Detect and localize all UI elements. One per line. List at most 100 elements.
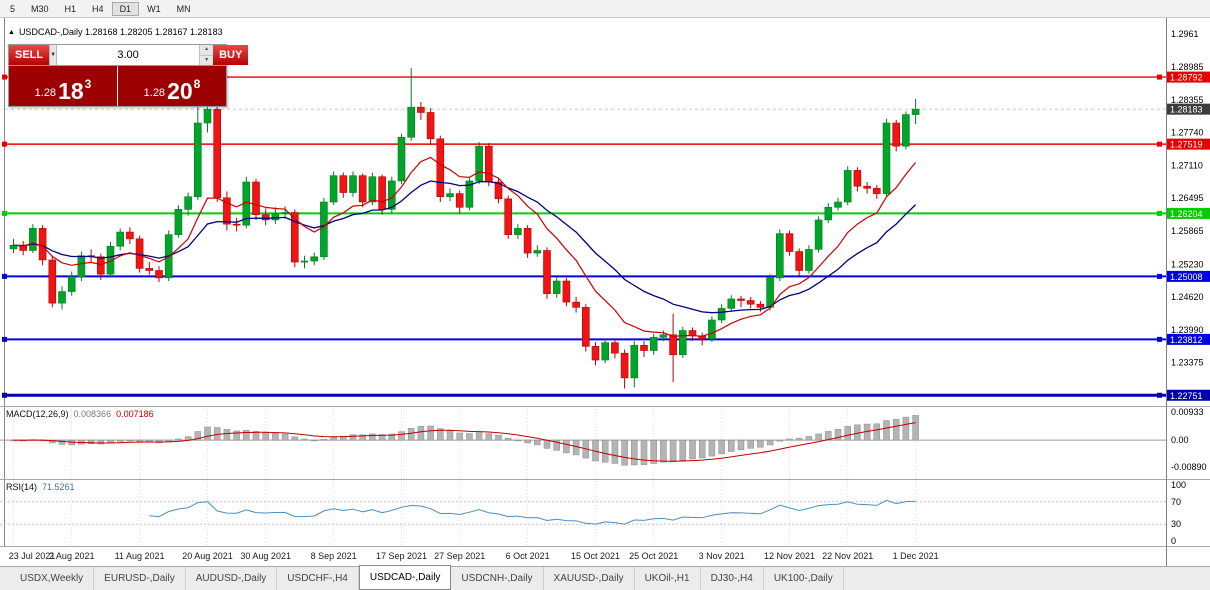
candle bbox=[184, 196, 192, 210]
candle bbox=[38, 228, 47, 261]
candle bbox=[882, 122, 891, 194]
volume-input[interactable] bbox=[57, 45, 200, 65]
candle bbox=[775, 233, 784, 279]
macd-bar bbox=[650, 439, 657, 464]
macd-bar bbox=[223, 429, 231, 441]
line-right-marker bbox=[1157, 273, 1162, 279]
macd-bar bbox=[553, 439, 560, 451]
macd-bar bbox=[805, 436, 813, 441]
candle bbox=[640, 344, 648, 351]
candle bbox=[29, 228, 37, 251]
volume-increase-button[interactable]: ▲ bbox=[200, 45, 214, 55]
macd-bar bbox=[737, 439, 745, 450]
tab-dj30-h4[interactable]: DJ30-,H4 bbox=[701, 567, 764, 590]
line-left-marker bbox=[2, 392, 7, 398]
price-tag bbox=[1167, 103, 1210, 115]
candle bbox=[834, 201, 842, 208]
buy-price-display[interactable]: 1.28 20 8 bbox=[118, 66, 226, 106]
volume-decrease-button[interactable]: ▼ bbox=[200, 54, 214, 65]
macd-bar bbox=[514, 439, 522, 442]
candle bbox=[795, 251, 804, 271]
buy-button[interactable]: BUY bbox=[213, 45, 249, 65]
price-axis-label: 1.23990 bbox=[1171, 325, 1204, 335]
macd-bar bbox=[136, 439, 143, 442]
tab-usdcnh-daily[interactable]: USDCNH-,Daily bbox=[451, 567, 544, 590]
price-tag-label: 1.23812 bbox=[1170, 335, 1203, 345]
period-button-d1[interactable]: D1 bbox=[111, 1, 140, 16]
rsi-axis-label: 100 bbox=[1171, 480, 1186, 490]
candle bbox=[717, 308, 726, 321]
tab-usdcad-daily[interactable]: USDCAD-,Daily bbox=[358, 565, 452, 590]
macd-bar bbox=[844, 426, 851, 441]
candle bbox=[223, 197, 231, 225]
tab-usdchf-h4[interactable]: USDCHF-,H4 bbox=[277, 567, 359, 590]
candle bbox=[329, 175, 338, 203]
chart-canvas[interactable]: 1.2961 1.28985 1.28355 1.27740 1.27110 1.2649… bbox=[0, 18, 1210, 566]
candle bbox=[514, 228, 522, 235]
macd-bar bbox=[795, 437, 803, 441]
period-button-w1[interactable]: W1 bbox=[139, 2, 169, 16]
macd-bar bbox=[388, 433, 396, 441]
candle bbox=[872, 188, 881, 194]
line-right-marker bbox=[1157, 336, 1162, 342]
candle bbox=[271, 213, 280, 221]
period-button-5[interactable]: 5 bbox=[2, 2, 23, 16]
macd-bar bbox=[572, 439, 580, 456]
sell-button[interactable]: SELL bbox=[9, 45, 50, 65]
candle bbox=[620, 352, 629, 379]
date-axis-label: 22 Nov 2021 bbox=[822, 551, 873, 561]
volume-dropdown-button[interactable]: ▼ bbox=[49, 45, 58, 65]
candle bbox=[475, 145, 483, 182]
tab-usdx-weekly[interactable]: USDX,Weekly bbox=[10, 567, 95, 590]
period-button-h1[interactable]: H1 bbox=[57, 2, 85, 16]
macd-bar bbox=[330, 436, 337, 441]
line-right-marker bbox=[1157, 141, 1162, 147]
macd-bar bbox=[834, 429, 842, 441]
period-button-m30[interactable]: M30 bbox=[23, 2, 57, 16]
sell-price-display[interactable]: 1.28 18 3 bbox=[9, 66, 117, 106]
macd-axis-label: -0.00890 bbox=[1171, 462, 1207, 472]
macd-bar bbox=[349, 434, 357, 441]
macd-bar bbox=[892, 419, 900, 441]
tab-uk100-daily[interactable]: UK100-,Daily bbox=[764, 567, 844, 590]
price-tag-label: 1.28792 bbox=[1170, 73, 1203, 83]
candle bbox=[397, 136, 406, 182]
line-right-marker bbox=[1157, 392, 1162, 398]
candle bbox=[106, 245, 115, 275]
candle bbox=[145, 268, 154, 271]
candle bbox=[669, 334, 677, 356]
period-button-h4[interactable]: H4 bbox=[84, 2, 112, 16]
period-toolbar: 5 M30 H1 H4 D1 W1 MN bbox=[0, 0, 1210, 18]
candle bbox=[310, 256, 319, 262]
macd-bar bbox=[883, 420, 890, 441]
macd-bar bbox=[728, 439, 735, 452]
chart-window: 1.2961 1.28985 1.28355 1.27740 1.27110 1.2649… bbox=[0, 18, 1210, 566]
price-tag-label: 1.25008 bbox=[1170, 272, 1203, 282]
macd-bar bbox=[524, 439, 531, 444]
candle bbox=[805, 249, 813, 271]
macd-bar bbox=[601, 439, 609, 463]
macd-bar bbox=[243, 430, 250, 441]
tab-xauusd-daily[interactable]: XAUUSD-,Daily bbox=[544, 567, 635, 590]
tab-audusd-daily[interactable]: AUDUSD-,Daily bbox=[186, 567, 278, 590]
line-right-marker bbox=[1157, 74, 1162, 80]
macd-bar bbox=[543, 439, 551, 449]
macd-bar bbox=[359, 434, 366, 441]
tab-ukoil-h1[interactable]: UKOil-,H1 bbox=[635, 567, 701, 590]
price-axis-label: 1.24620 bbox=[1171, 292, 1204, 302]
candle bbox=[58, 291, 66, 304]
date-axis-label: 20 Aug 2021 bbox=[182, 551, 233, 561]
candle bbox=[494, 181, 503, 200]
tab-eurusd-daily[interactable]: EURUSD-,Daily bbox=[94, 567, 186, 590]
candle bbox=[387, 180, 396, 210]
date-axis-label: 25 Oct 2021 bbox=[629, 551, 678, 561]
period-button-mn[interactable]: MN bbox=[169, 2, 199, 16]
macd-bar bbox=[776, 439, 784, 442]
candle bbox=[649, 337, 658, 351]
macd-bar bbox=[621, 439, 628, 466]
macd-bar bbox=[698, 439, 706, 459]
macd-bar bbox=[427, 425, 434, 441]
price-axis-label: 1.28985 bbox=[1171, 62, 1204, 72]
macd-bar bbox=[369, 433, 376, 441]
candle bbox=[378, 176, 386, 210]
